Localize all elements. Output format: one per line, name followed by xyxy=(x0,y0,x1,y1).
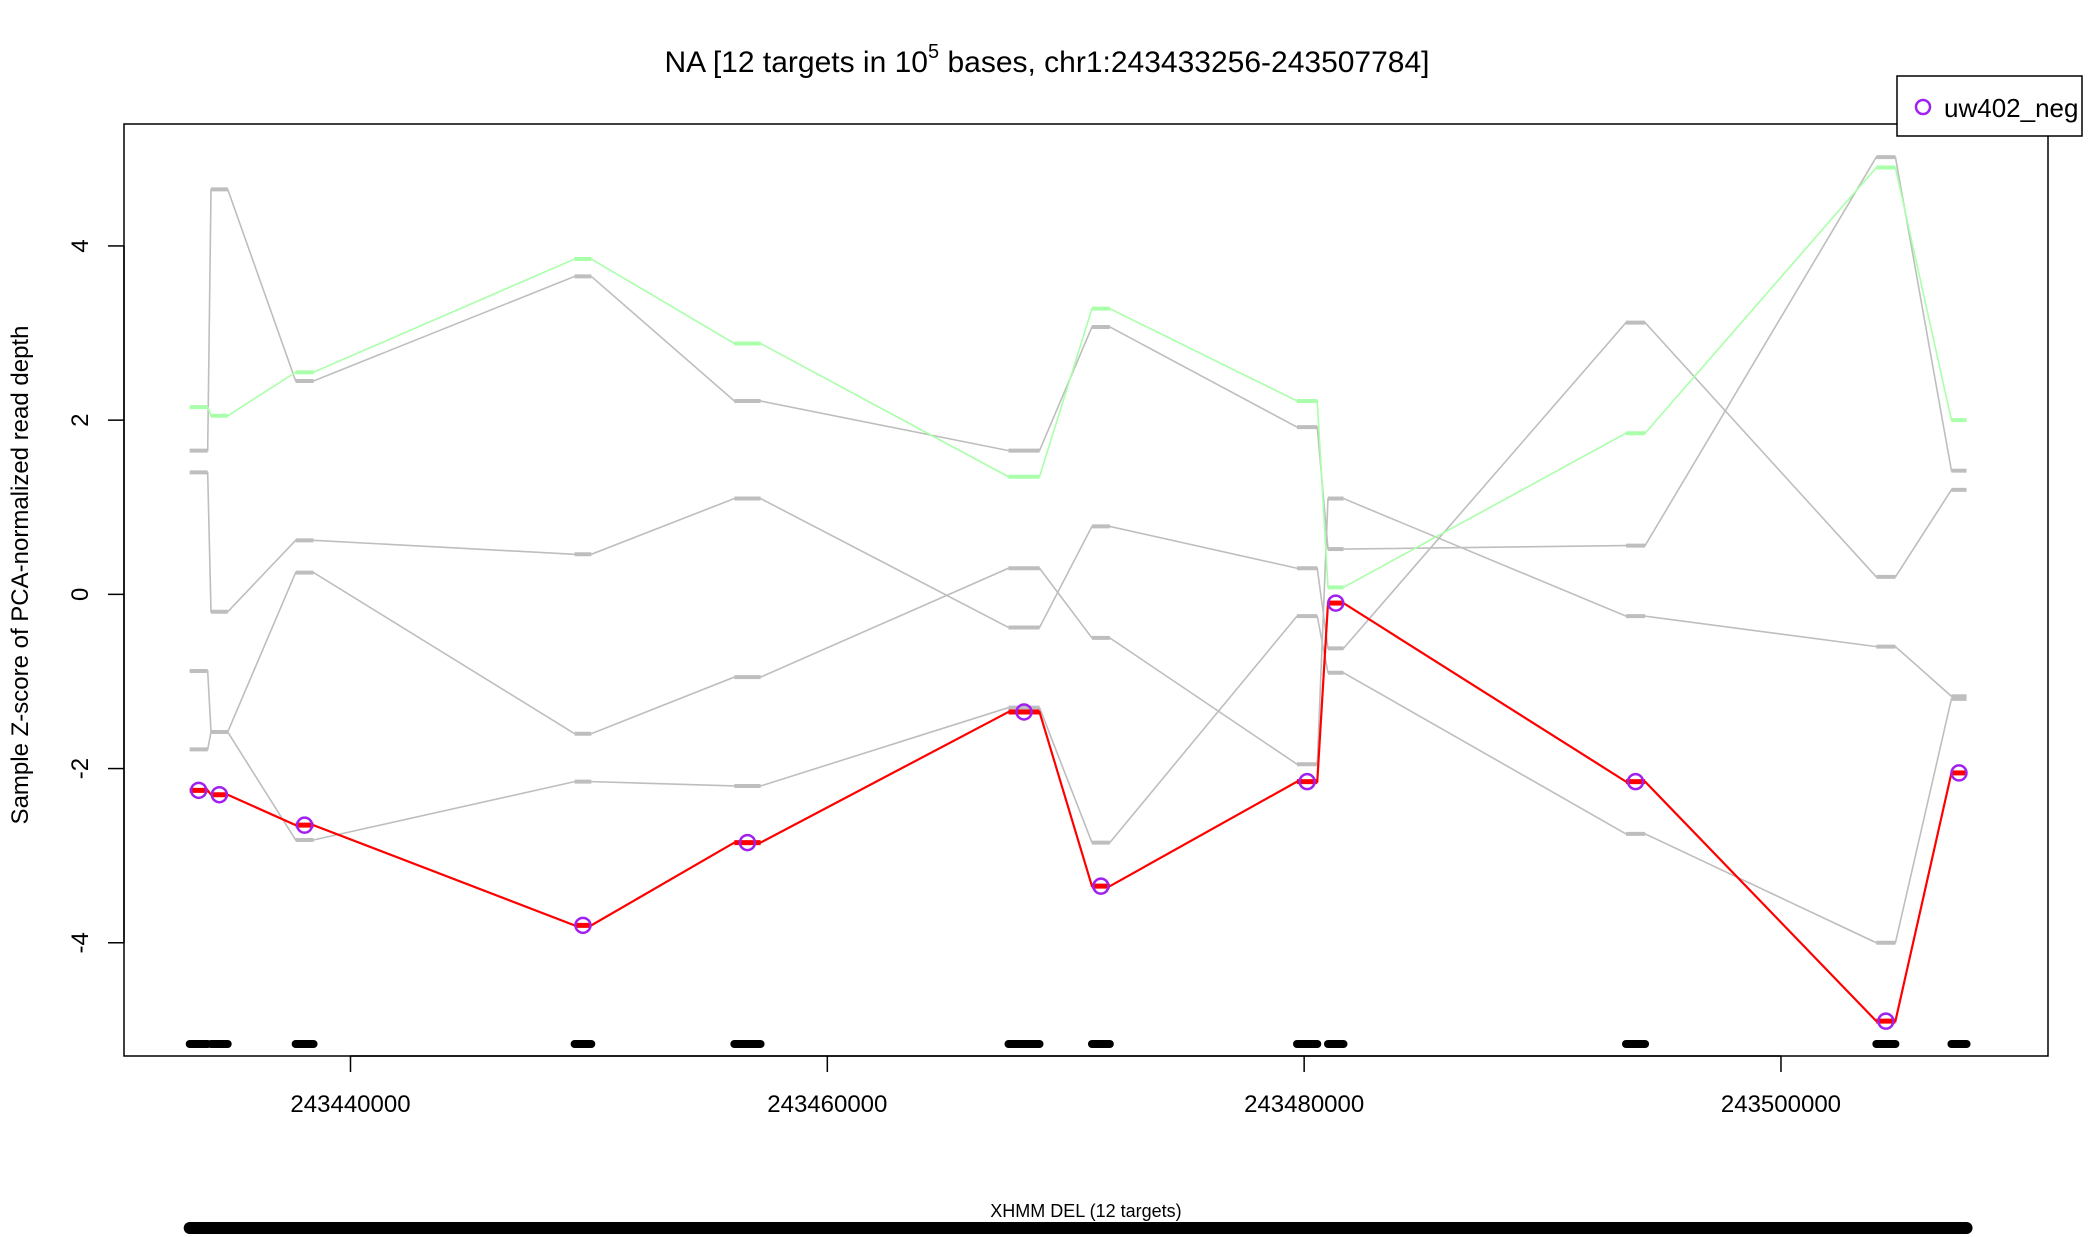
legend-box xyxy=(1896,75,2083,137)
data-point-6 xyxy=(1015,703,1033,721)
data-point-9 xyxy=(1326,594,1345,612)
plot-frame xyxy=(123,123,2049,1057)
series-layer xyxy=(189,155,1967,1024)
series-gray-5 xyxy=(189,614,1967,945)
title-prefix: NA [12 targets in 10 xyxy=(664,46,928,79)
x-tick-label-243480000: 243480000 xyxy=(1244,1091,1364,1118)
legend-entry-uw402-neg: uw402_neg xyxy=(1944,93,2078,123)
y-axis-label: Sample Z-score of PCA-normalized read de… xyxy=(7,326,34,825)
series-gray-2-line xyxy=(189,156,1967,550)
title-superscript: 5 xyxy=(928,41,939,63)
data-point-2 xyxy=(210,785,229,804)
legend-marker-icon xyxy=(1914,98,1932,116)
y-axis: 4 2 0 -2 -4 xyxy=(67,239,125,953)
title-suffix: bases, chr1:243433256-243507784] xyxy=(939,46,1429,79)
x-tick-label-243460000: 243460000 xyxy=(767,1091,887,1118)
y-tick-label-4: 4 xyxy=(67,239,94,252)
series-gray-4 xyxy=(189,496,1967,767)
series-green-1 xyxy=(189,165,1967,590)
y-tick-label-2: 2 xyxy=(67,413,94,426)
highlight-markers xyxy=(189,594,1968,1030)
data-point-10 xyxy=(1626,772,1645,791)
series-gray-4-line xyxy=(189,497,1967,766)
series-green-1-line xyxy=(189,166,1967,589)
data-point-12 xyxy=(1950,764,1968,782)
series-gray-3-line xyxy=(189,321,1967,650)
legend: uw402_neg xyxy=(1896,75,2083,137)
series-gray-5-line xyxy=(189,615,1967,944)
x-tick-label-243500000: 243500000 xyxy=(1721,1091,1841,1118)
y-tick-label--4: -4 xyxy=(67,932,94,953)
y-tick-label--2: -2 xyxy=(67,758,94,779)
cnv-segment-label: XHMM DEL (12 targets) xyxy=(990,1201,1181,1221)
data-point-4 xyxy=(574,916,592,935)
data-point-11 xyxy=(1877,1012,1895,1030)
data-point-1 xyxy=(189,781,208,800)
data-point-3 xyxy=(295,816,314,834)
data-point-8 xyxy=(1298,772,1316,791)
series-highlight-0 xyxy=(189,600,1967,1024)
data-point-5 xyxy=(738,833,757,852)
x-axis: 243440000 243460000 243480000 243500000 xyxy=(290,1055,1841,1118)
series-gray-3 xyxy=(189,320,1967,651)
y-tick-label-0: 0 xyxy=(67,588,94,601)
x-tick-label-243440000: 243440000 xyxy=(290,1091,410,1118)
series-highlight-0-line xyxy=(189,601,1967,1023)
chart-title: NA [12 targets in 105 bases, chr1:243433… xyxy=(664,41,1429,79)
data-point-7 xyxy=(1092,877,1110,895)
series-gray-2 xyxy=(189,155,1967,552)
